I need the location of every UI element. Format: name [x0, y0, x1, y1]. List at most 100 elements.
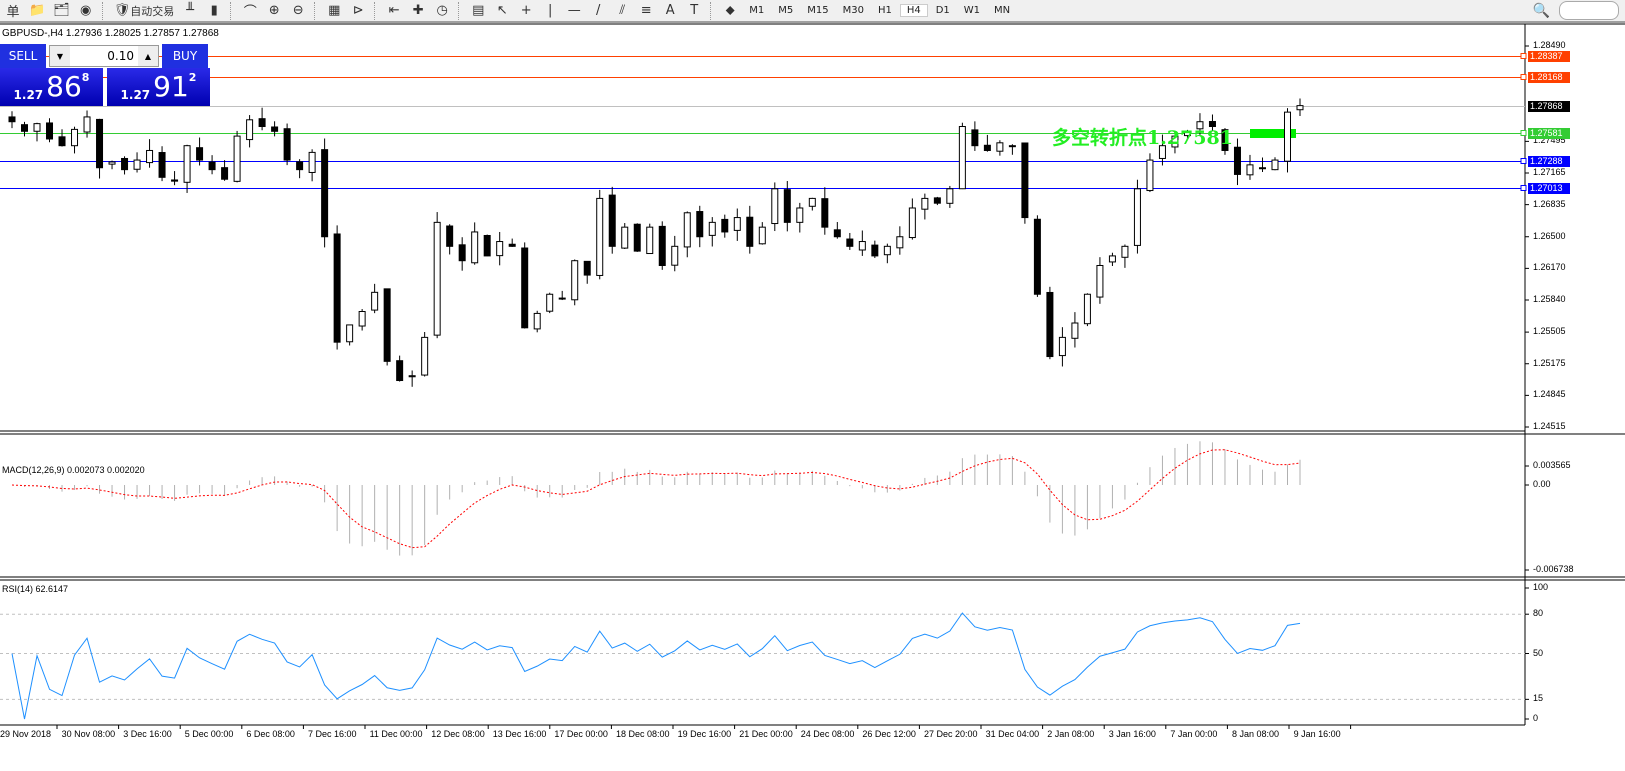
candle-body [408, 375, 416, 378]
timeframe-h1[interactable]: H1 [877, 5, 892, 16]
periods-clock-button[interactable]: ◷ [431, 1, 453, 21]
candle-body [821, 198, 829, 228]
equidistant-channel-button[interactable]: ⫽ [611, 1, 633, 21]
candle-body [433, 221, 441, 336]
cursor-button[interactable]: ↖ [491, 1, 513, 21]
time-tick-label: 8 Jan 08:00 [1232, 729, 1280, 739]
buy-button[interactable]: BUY [162, 44, 208, 68]
price-line-tag: 1.27013 [1528, 182, 1570, 194]
candle-body [896, 236, 904, 249]
candle-body [596, 197, 604, 276]
time-tick-label: 26 Dec 12:00 [862, 729, 916, 739]
timeframe-m5[interactable]: M5 [778, 5, 794, 16]
candle-body [1171, 135, 1179, 148]
line-handle [1520, 53, 1527, 59]
tile-windows-button[interactable]: ▦ [323, 1, 345, 21]
candle-body [671, 245, 679, 266]
lot-size-input[interactable]: 0.10 [107, 49, 134, 63]
line-chart-button[interactable]: ⌒ [239, 1, 261, 21]
vertical-line-button[interactable]: | [539, 1, 561, 21]
candle-body [696, 211, 704, 238]
line-handle [1520, 185, 1527, 191]
zoom-in-button[interactable]: ⊕ [263, 1, 285, 21]
timeframe-d1[interactable]: D1 [935, 5, 950, 16]
templates-icon: ▤ [472, 3, 485, 18]
candle-body [521, 247, 529, 329]
vertical-line-icon: | [548, 3, 553, 18]
lot-size-stepper[interactable]: ▼ 0.10 ▲ [49, 45, 159, 67]
rsi-axis-label: 80 [1533, 608, 1544, 619]
templates-button[interactable]: ▤ [467, 1, 489, 21]
sell-button[interactable]: SELL [0, 44, 46, 68]
candle-body [1058, 336, 1066, 357]
autoscroll-button[interactable]: ⇤ [383, 1, 405, 21]
folder-button[interactable]: 📁 [26, 1, 48, 21]
candle-body [646, 226, 654, 255]
lot-decrease-button[interactable]: ▼ [50, 46, 70, 66]
candle-body [358, 311, 366, 327]
candle-body [558, 297, 566, 300]
price-tick-label: 1.26170 [1533, 262, 1566, 273]
candle-body [971, 129, 979, 147]
chat-button[interactable] [1559, 1, 1619, 20]
candle-body [396, 360, 404, 382]
candle-body [1083, 293, 1091, 325]
pivot-annotation[interactable]: 多空转折点1.27581 [1052, 127, 1233, 149]
profile-icon: 🗂 [53, 3, 70, 18]
horizontal-line-button[interactable]: — [563, 1, 585, 21]
text-label-icon: T [690, 3, 699, 18]
price-tick-label: 1.27165 [1533, 167, 1566, 177]
timeframe-m30[interactable]: M30 [842, 5, 864, 16]
candle-body [658, 225, 666, 266]
candle-body [1196, 121, 1204, 130]
menu-char-icon: 单 [6, 5, 20, 20]
candle-body [33, 123, 41, 132]
candle-body [1146, 159, 1154, 192]
price-line-tag: 1.28168 [1528, 71, 1570, 83]
price-line-tag: 1.27868 [1528, 100, 1570, 112]
candle-body [21, 124, 29, 132]
timeframe-m1[interactable]: M1 [749, 5, 765, 16]
chart-shift-button[interactable]: ⊳ [347, 1, 369, 21]
bid-price[interactable]: 1.27 86 8 [0, 68, 103, 106]
chart-shift-icon: ⊳ [352, 3, 364, 18]
search-icon[interactable]: 🔍 [1532, 3, 1550, 19]
arrows-button[interactable]: ⬥ [719, 1, 741, 21]
zoom-out-button[interactable]: ⊖ [287, 1, 309, 21]
timeframe-mn[interactable]: MN [994, 5, 1011, 16]
timeframe-w1[interactable]: W1 [963, 5, 981, 16]
toolbar-separator [230, 1, 234, 20]
candle-body [858, 241, 866, 251]
candle-body [471, 231, 479, 264]
candle-body [783, 189, 791, 223]
candlestick-button[interactable]: ▮ [203, 1, 225, 21]
text-label-button[interactable]: T [683, 1, 705, 21]
autotrade-button[interactable]: 🛡 自动交易 [111, 1, 178, 21]
time-tick-label: 18 Dec 08:00 [616, 729, 670, 739]
toolbar-separator [458, 1, 462, 20]
signal-button[interactable]: ◉ [75, 1, 97, 21]
menu-char-button[interactable]: 单 [2, 1, 24, 21]
candle-body [908, 207, 916, 239]
fibonacci-button[interactable]: ≡ [635, 1, 657, 21]
lot-increase-button[interactable]: ▲ [138, 46, 158, 66]
indicators-button[interactable]: ✚ [407, 1, 429, 21]
bar-chart-button[interactable]: ╨ [179, 1, 201, 21]
candle-body [483, 234, 491, 257]
candle-body [8, 116, 16, 123]
crosshair-button[interactable]: + [515, 1, 537, 21]
candle-body [708, 221, 716, 236]
profile-button[interactable]: 🗂 [50, 1, 73, 21]
timeframe-h4[interactable]: H4 [899, 4, 928, 17]
candle-body [446, 225, 454, 247]
time-tick-label: 3 Dec 16:00 [123, 729, 172, 739]
arrows-icon: ⬥ [725, 3, 735, 18]
ask-price[interactable]: 1.27 91 2 [107, 68, 210, 106]
candle-body [1021, 142, 1029, 219]
time-tick-label: 27 Dec 20:00 [924, 729, 978, 739]
time-tick-label: 11 Dec 00:00 [369, 729, 423, 739]
trendline-button[interactable]: / [587, 1, 609, 21]
timeframe-m15[interactable]: M15 [807, 5, 829, 16]
text-button[interactable]: A [659, 1, 681, 21]
